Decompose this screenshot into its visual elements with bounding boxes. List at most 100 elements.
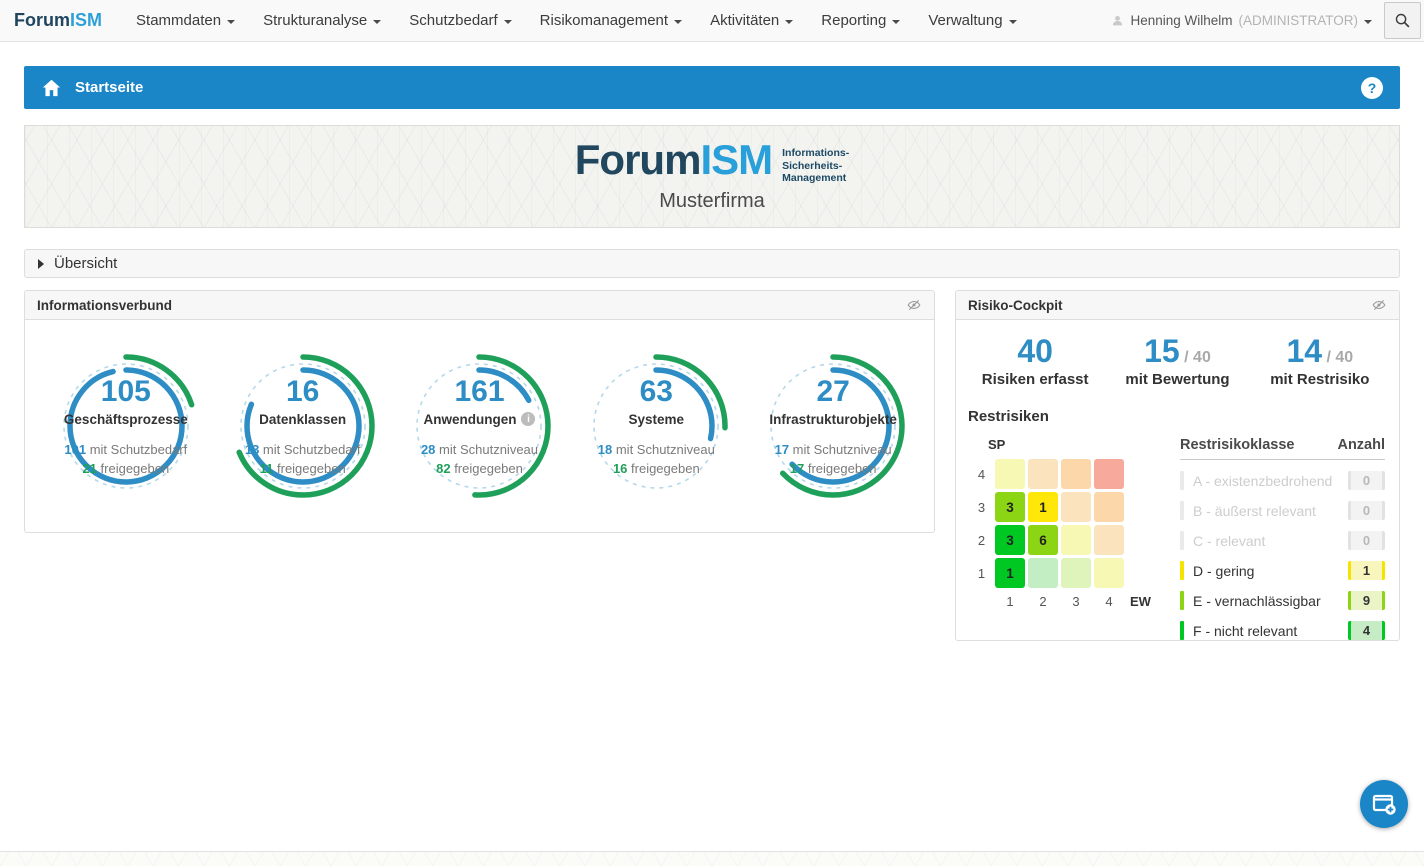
nav-menu: Stammdaten Strukturanalyse Schutzbedarf Ris… — [136, 12, 1111, 29]
brand-logo[interactable]: ForumISM — [14, 10, 102, 31]
stat-value: 40 — [1017, 333, 1053, 369]
kpi-circle-gesch-ftsprozesse[interactable]: 105 Geschäftsprozesse 101 mit Schutzbedarf… — [46, 346, 206, 506]
kpi-circle-systeme[interactable]: 63 Systeme 18 mit Schutzniveau 16 freigegeb… — [576, 346, 736, 506]
heatmap-col-label: 3 — [1072, 594, 1080, 609]
heatmap-cell-sp2-ew1[interactable]: 3 — [995, 525, 1025, 555]
help-icon[interactable]: ? — [1361, 76, 1383, 99]
search-button[interactable] — [1384, 2, 1421, 39]
nav-item-schutzbedarf[interactable]: Schutzbedarf — [409, 12, 512, 29]
heatmap-cell-sp1-ew4[interactable] — [1094, 558, 1124, 588]
company-name: Musterfirma — [659, 189, 765, 212]
heatmap-row-label: 1 — [977, 565, 986, 581]
heatmap-cell-sp2-ew4[interactable] — [1094, 525, 1124, 555]
risk-class-row-e[interactable]: E - vernachlässigbar 9 — [1180, 591, 1385, 610]
home-icon[interactable] — [41, 78, 62, 97]
class-count-badge: 0 — [1348, 531, 1385, 550]
class-color-bar — [1180, 621, 1184, 640]
heatmap-col-label: 4 — [1105, 594, 1113, 609]
visibility-toggle-icon[interactable] — [1371, 298, 1387, 312]
heatmap-cell-sp4-ew2[interactable] — [1028, 459, 1058, 489]
column-header-klasse: Restrisikoklasse — [1180, 437, 1295, 453]
chevron-down-icon — [1364, 19, 1372, 24]
nav-item-strukturanalyse[interactable]: Strukturanalyse — [263, 12, 382, 29]
kpi-label: Datenklassen — [259, 411, 347, 427]
heatmap-y-axis-label: SP — [988, 437, 1006, 452]
risk-class-row-b[interactable]: B - äußerst relevant 0 — [1180, 501, 1385, 520]
panel-informationsverbund-header: Informationsverbund — [25, 291, 934, 320]
heatmap-cell-sp3-ew3[interactable] — [1061, 492, 1091, 522]
brand-part2: ISM — [70, 10, 103, 30]
heatmap-cell-sp4-ew1[interactable] — [995, 459, 1025, 489]
kpi-circle-content: 105 Geschäftsprozesse 101 mit Schutzbedarf… — [46, 346, 206, 506]
add-entry-fab-button[interactable] — [1360, 780, 1408, 828]
heatmap-cell-sp3-ew2[interactable]: 1 — [1028, 492, 1058, 522]
risk-class-row-d[interactable]: D - gering 1 — [1180, 561, 1385, 580]
nav-item-reporting[interactable]: Reporting — [821, 12, 901, 29]
kpi-circle-datenklassen[interactable]: 16 Datenklassen 13 mit Schutzbedarf 11 frei… — [223, 346, 383, 506]
heatmap-cell-sp3-ew4[interactable] — [1094, 492, 1124, 522]
nav-item-risikomanagement[interactable]: Risikomanagement — [539, 12, 683, 29]
class-color-bar — [1180, 591, 1184, 610]
heatmap-cell-sp1-ew2[interactable] — [1028, 558, 1058, 588]
kpi-label: Anwendungen i — [423, 412, 536, 427]
heatmap-cell-sp1-ew3[interactable] — [1061, 558, 1091, 588]
stat-label: mit Bewertung — [1125, 371, 1230, 388]
class-label: E - vernachlässigbar — [1193, 592, 1321, 609]
heatmap-cell-sp4-ew4[interactable] — [1094, 459, 1124, 489]
risk-class-row-f[interactable]: F - nicht relevant 4 — [1180, 621, 1385, 640]
kpi-line-schutz: 101 mit Schutzbedarf — [64, 441, 188, 457]
class-count-badge: 0 — [1348, 471, 1385, 490]
heatmap-cell-sp1-ew1[interactable]: 1 — [995, 558, 1025, 588]
heatmap-cell-sp2-ew2[interactable]: 6 — [1028, 525, 1058, 555]
stat-label: mit Restrisiko — [1270, 371, 1370, 388]
class-label: B - äußerst relevant — [1193, 502, 1316, 519]
user-menu[interactable]: Henning Wilhelm (ADMINISTRATOR) — [1111, 13, 1372, 28]
visibility-toggle-icon[interactable] — [906, 298, 922, 312]
column-header-anzahl: Anzahl — [1337, 437, 1385, 453]
info-icon[interactable]: i — [521, 412, 536, 426]
heatmap-col-labels: 1 2 3 4 EW — [968, 591, 1180, 609]
logo-subtitle: Informations- Sicherheits- Management — [782, 147, 850, 185]
kpi-circles: 105 Geschäftsprozesse 101 mit Schutzbedarf… — [25, 320, 934, 532]
kpi-circle-content: 63 Systeme 18 mit Schutzniveau 16 freigegeb… — [576, 346, 736, 506]
chevron-down-icon — [674, 19, 683, 24]
progress-ring — [584, 354, 729, 498]
risk-stats: 40 Risiken erfasst 15 / 40 mit Bewertung 14 … — [956, 320, 1399, 394]
heatmap-cell-sp3-ew1[interactable]: 3 — [995, 492, 1025, 522]
kpi-circle-anwendungen[interactable]: 161 Anwendungen i 28 mit Schutzniveau 82 fre… — [399, 346, 559, 506]
class-color-bar — [1180, 531, 1184, 550]
kpi-total: 105 — [100, 374, 151, 408]
accordion-uebersicht[interactable]: Übersicht — [24, 249, 1400, 278]
kpi-circle-content: 27 Infrastrukturobjekte 17 mit Schutznivea… — [753, 346, 913, 506]
page-title[interactable]: Startseite — [75, 79, 144, 96]
nav-item-verwaltung[interactable]: Verwaltung — [928, 12, 1017, 29]
nav-item-aktivit-ten[interactable]: Aktivitäten — [710, 12, 794, 29]
heatmap-cell-sp4-ew3[interactable] — [1061, 459, 1091, 489]
progress-ring — [761, 354, 905, 498]
stat-label: Risiken erfasst — [981, 371, 1089, 388]
user-icon — [1113, 15, 1123, 26]
heatmap-col-label: 2 — [1039, 594, 1047, 609]
page-content: Startseite ? ForumISM Informations- Sich… — [0, 66, 1424, 641]
panel-risiko-cockpit-header: Risiko-Cockpit — [956, 291, 1399, 320]
risk-class-rows: A - existenzbedrohend 0 B - äußerst releva… — [1180, 471, 1385, 640]
chevron-down-icon — [1008, 19, 1017, 24]
kpi-label: Systeme — [628, 411, 685, 427]
user-role: (ADMINISTRATOR) — [1238, 13, 1359, 28]
nav-item-label: Stammdaten — [136, 12, 222, 29]
risk-class-table-header: Restrisikoklasse Anzahl — [1180, 437, 1385, 460]
heatmap-cell-sp2-ew3[interactable] — [1061, 525, 1091, 555]
logo-part1: Forum — [574, 136, 702, 184]
kpi-label: Infrastrukturobjekte — [769, 411, 897, 427]
kpi-circle-infrastrukturobjekte[interactable]: 27 Infrastrukturobjekte 17 mit Schutznivea… — [753, 346, 913, 506]
kpi-line-freigegeben: 21 freigegeben — [82, 460, 170, 476]
chevron-down-icon — [373, 19, 382, 24]
nav-item-label: Risikomanagement — [539, 12, 669, 29]
risk-class-row-c[interactable]: C - relevant 0 — [1180, 531, 1385, 550]
nav-item-stammdaten[interactable]: Stammdaten — [136, 12, 236, 29]
risk-class-row-a[interactable]: A - existenzbedrohend 0 — [1180, 471, 1385, 490]
stat-value: 14 — [1286, 333, 1323, 369]
class-label: D - gering — [1193, 562, 1255, 579]
